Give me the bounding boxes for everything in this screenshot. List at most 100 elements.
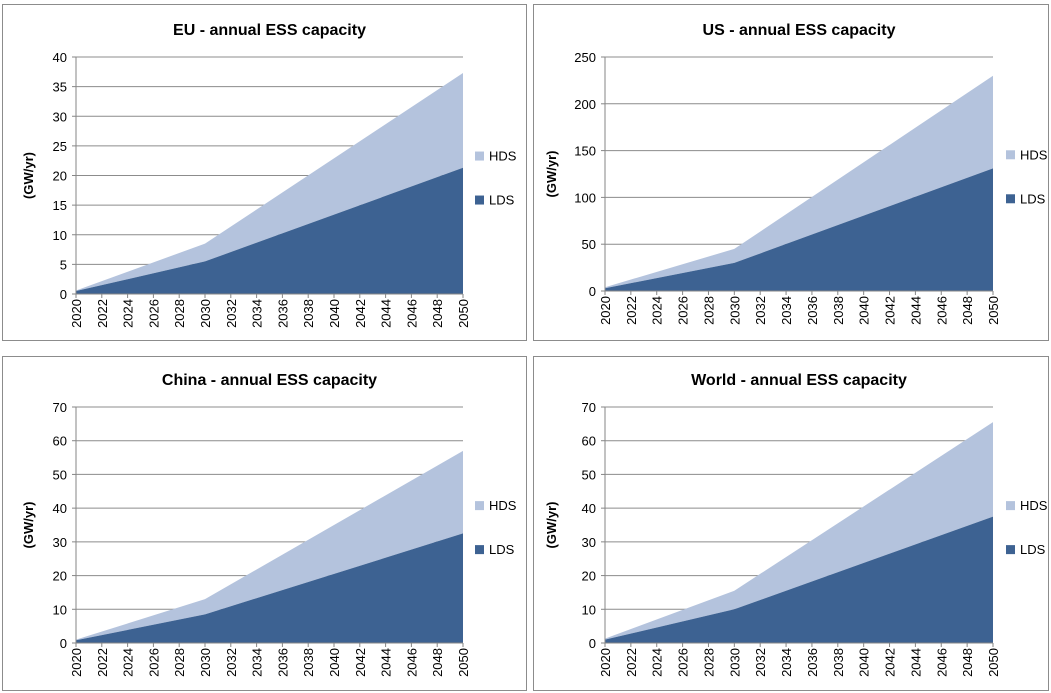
x-tick-label: 2026 xyxy=(676,296,691,325)
hds-area xyxy=(76,72,463,292)
china-chart: China - annual ESS capacity0102030405060… xyxy=(21,372,517,677)
x-tick-label: 2020 xyxy=(69,648,84,677)
x-tick-label: 2046 xyxy=(934,296,949,325)
eu-chart-panel: EU - annual ESS capacity 0 5 10 15 20 25 30 35 40… xyxy=(2,4,527,341)
lds-area xyxy=(605,516,993,643)
x-tick-label: 2024 xyxy=(650,296,665,325)
x-tick-label: 2050 xyxy=(456,299,471,328)
world-chart-panel: World - annual ESS capacity 0 10 20 30 40 50 60… xyxy=(533,356,1049,691)
x-tick-label: 2022 xyxy=(95,299,110,328)
y-tick-label: 30 xyxy=(53,535,67,550)
hds-legend-swatch xyxy=(1006,501,1015,511)
y-tick-label: 5 xyxy=(60,257,67,272)
hds-legend-label: HDS xyxy=(1020,498,1048,513)
x-tick-label: 2022 xyxy=(624,648,639,677)
y-tick-label: 200 xyxy=(574,97,596,112)
x-tick-label: 2034 xyxy=(250,648,265,677)
x-tick-label: 2046 xyxy=(404,299,419,328)
lds-area xyxy=(76,533,463,643)
x-tick-label: 2038 xyxy=(831,296,846,325)
x-tick-label: 2048 xyxy=(430,648,445,677)
y-axis-label: (GW/yr) xyxy=(544,151,559,198)
x-tick-label: 2026 xyxy=(676,648,691,677)
x-tick-label: 2036 xyxy=(805,296,820,325)
x-tick-label: 2020 xyxy=(598,296,613,325)
china-chart-panel: China - annual ESS capacity 0 10 20 30 40 50 60… xyxy=(2,356,527,691)
x-tick-label: 2032 xyxy=(753,648,768,677)
chart-title: US - annual ESS capacity xyxy=(703,22,896,39)
x-tick-label: 2042 xyxy=(883,648,898,677)
y-tick-label: 60 xyxy=(582,434,596,449)
y-tick-label: 50 xyxy=(582,237,596,252)
x-tick-label: 2028 xyxy=(172,299,187,328)
y-tick-label: 20 xyxy=(53,569,67,584)
x-tick-label: 2040 xyxy=(327,299,342,328)
x-tick-label: 2028 xyxy=(701,296,716,325)
x-tick-label: 2032 xyxy=(224,299,239,328)
world-chart: World - annual ESS capacity0102030405060… xyxy=(544,372,1048,677)
x-tick-label: 2020 xyxy=(598,648,613,677)
x-tick-label: 2042 xyxy=(353,648,368,677)
x-tick-label: 2040 xyxy=(857,296,872,325)
y-tick-label: 0 xyxy=(589,636,596,651)
y-tick-label: 0 xyxy=(589,284,596,299)
x-tick-label: 2030 xyxy=(198,648,213,677)
chart-title: EU - annual ESS capacity xyxy=(173,22,366,39)
x-tick-label: 2044 xyxy=(908,296,923,325)
y-tick-label: 40 xyxy=(53,501,67,516)
y-tick-label: 30 xyxy=(53,109,67,124)
x-tick-label: 2034 xyxy=(779,648,794,677)
hds-legend-label: HDS xyxy=(489,498,517,513)
y-axis-label: (GW/yr) xyxy=(21,152,36,199)
x-tick-label: 2042 xyxy=(883,296,898,325)
x-tick-label: 2050 xyxy=(986,648,1001,677)
hds-legend-label: HDS xyxy=(489,149,517,164)
y-tick-label: 25 xyxy=(53,139,67,154)
y-tick-label: 20 xyxy=(53,169,67,184)
x-tick-label: 2026 xyxy=(146,648,161,677)
x-tick-label: 2048 xyxy=(960,648,975,677)
x-tick-label: 2034 xyxy=(779,296,794,325)
x-tick-label: 2036 xyxy=(275,299,290,328)
y-tick-label: 10 xyxy=(53,602,67,617)
hds-area xyxy=(605,422,993,640)
x-tick-label: 2030 xyxy=(198,299,213,328)
x-tick-label: 2028 xyxy=(701,648,716,677)
x-tick-label: 2044 xyxy=(379,648,394,677)
x-tick-label: 2046 xyxy=(404,648,419,677)
x-tick-label: 2048 xyxy=(960,296,975,325)
y-tick-label: 60 xyxy=(53,434,67,449)
y-tick-label: 40 xyxy=(53,50,67,65)
y-tick-label: 10 xyxy=(582,602,596,617)
x-tick-label: 2050 xyxy=(986,296,1001,325)
chart-title: China - annual ESS capacity xyxy=(162,372,377,389)
x-tick-label: 2024 xyxy=(121,299,136,328)
y-tick-label: 50 xyxy=(582,467,596,482)
x-tick-label: 2034 xyxy=(250,299,265,328)
y-tick-label: 100 xyxy=(574,190,596,205)
lds-legend-label: LDS xyxy=(489,542,515,557)
lds-area xyxy=(76,167,463,294)
y-axis-label: (GW/yr) xyxy=(21,502,36,549)
x-tick-label: 2038 xyxy=(301,299,316,328)
chart-title: World - annual ESS capacity xyxy=(691,372,907,389)
hds-legend-swatch xyxy=(475,501,484,511)
lds-legend-label: LDS xyxy=(1020,191,1046,206)
lds-legend-swatch xyxy=(475,195,484,205)
y-tick-label: 150 xyxy=(574,144,596,159)
x-tick-label: 2044 xyxy=(379,299,394,328)
x-tick-label: 2040 xyxy=(327,648,342,677)
x-tick-label: 2032 xyxy=(753,296,768,325)
x-tick-label: 2024 xyxy=(121,648,136,677)
x-tick-label: 2022 xyxy=(624,296,639,325)
lds-legend-swatch xyxy=(1006,194,1015,204)
x-tick-label: 2044 xyxy=(908,648,923,677)
hds-legend-swatch xyxy=(475,151,484,161)
x-tick-label: 2050 xyxy=(456,648,471,677)
y-tick-label: 15 xyxy=(53,198,67,213)
eu-chart: EU - annual ESS capacity 0 5 10 15 20 25 30 35 40… xyxy=(21,22,517,328)
x-tick-label: 2036 xyxy=(805,648,820,677)
y-tick-label: 70 xyxy=(53,400,67,415)
x-tick-label: 2022 xyxy=(95,648,110,677)
y-tick-label: 40 xyxy=(582,501,596,516)
